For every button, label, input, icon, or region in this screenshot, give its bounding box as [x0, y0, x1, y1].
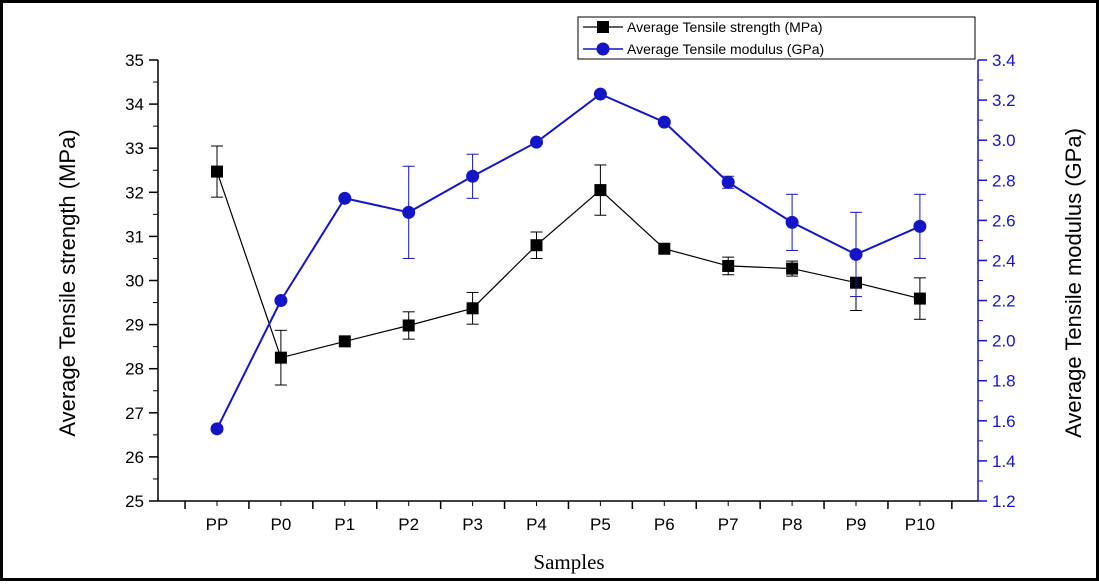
data-point-strength [338, 335, 351, 348]
data-point-modulus [657, 115, 671, 129]
y-right-tick-label: 2.4 [992, 251, 1016, 270]
y-left-tick-label: 30 [125, 272, 144, 291]
data-point-modulus [849, 247, 863, 261]
y-left-axis-title: Average Tensile strength (MPa) [55, 129, 80, 436]
legend-marker-modulus [596, 42, 610, 56]
x-tick-label: P8 [782, 515, 803, 534]
y-right-tick-label: 2.8 [992, 171, 1016, 190]
y-right-tick-label: 2.6 [992, 211, 1016, 230]
x-tick-label: P5 [590, 515, 611, 534]
y-right-tick-label: 1.8 [992, 372, 1016, 391]
y-left-tick-label: 27 [125, 404, 144, 423]
x-tick-label: P6 [654, 515, 675, 534]
x-tick-label: P10 [905, 515, 935, 534]
legend: Average Tensile strength (MPa) Average T… [577, 16, 976, 60]
y-right-tick-label: 1.4 [992, 452, 1016, 471]
x-axis-title: Samples [533, 550, 604, 574]
y-left-tick-label: 26 [125, 448, 144, 467]
data-point-strength [722, 259, 735, 272]
data-point-modulus [402, 205, 416, 219]
y-left-tick-label: 34 [125, 95, 144, 114]
data-point-strength [530, 239, 543, 252]
data-point-modulus [466, 169, 480, 183]
y-left-tick-label: 31 [125, 227, 144, 246]
y-right-tick-label: 3.0 [992, 131, 1016, 150]
legend-label-strength: Average Tensile strength (MPa) [627, 19, 823, 35]
x-tick-label: P9 [846, 515, 867, 534]
chart-svg: 25 26 27 28 29 30 31 32 33 34 35 1.2 1.4 1.6 1.8 2.0 2.2… [55, 16, 1086, 574]
data-point-strength [466, 302, 479, 315]
data-point-modulus [274, 294, 288, 308]
x-tick-label: P4 [526, 515, 547, 534]
data-point-strength [913, 292, 926, 305]
y-left-tick-label: 25 [125, 492, 144, 511]
x-tick-label: P1 [334, 515, 355, 534]
x-tick-label: P3 [462, 515, 483, 534]
y-left-tick-label: 32 [125, 183, 144, 202]
data-point-modulus [913, 219, 927, 233]
data-point-strength [786, 262, 799, 275]
x-tick-label: P0 [271, 515, 292, 534]
data-point-strength [211, 165, 223, 178]
legend-box [577, 16, 976, 60]
y-left-tick-label: 35 [125, 51, 144, 70]
data-point-modulus [593, 87, 607, 101]
series-line-1 [216, 92, 921, 430]
x-tick-label: P7 [718, 515, 739, 534]
data-point-modulus [210, 422, 224, 436]
y-right-tick-label: 2.2 [992, 292, 1016, 311]
y-right-tick-label: 1.2 [992, 492, 1016, 511]
y-left-tick-label: 33 [125, 139, 144, 158]
y-right-tick-label: 2.0 [992, 332, 1016, 351]
data-point-modulus [338, 191, 352, 205]
data-point-modulus [785, 215, 799, 229]
data-point-modulus [530, 135, 543, 149]
y-left-tick-label: 28 [125, 360, 144, 379]
x-tick-label: PP [206, 515, 229, 534]
y-left-tick-label: 29 [125, 316, 144, 335]
data-point-strength [274, 351, 287, 364]
data-point-strength [594, 184, 607, 197]
series-line-0 [216, 171, 921, 359]
legend-label-modulus: Average Tensile modulus (GPa) [627, 41, 824, 57]
y-right-tick-label: 3.4 [992, 51, 1016, 70]
data-point-strength [658, 242, 671, 255]
x-tick-label: P2 [398, 515, 419, 534]
y-right-axis-title: Average Tensile modulus (GPa) [1061, 128, 1086, 438]
legend-marker-strength [597, 21, 609, 33]
data-point-modulus [721, 175, 735, 189]
y-right-tick-label: 3.2 [992, 91, 1016, 110]
y-right-tick-label: 1.6 [992, 412, 1016, 431]
data-point-strength [402, 319, 415, 332]
